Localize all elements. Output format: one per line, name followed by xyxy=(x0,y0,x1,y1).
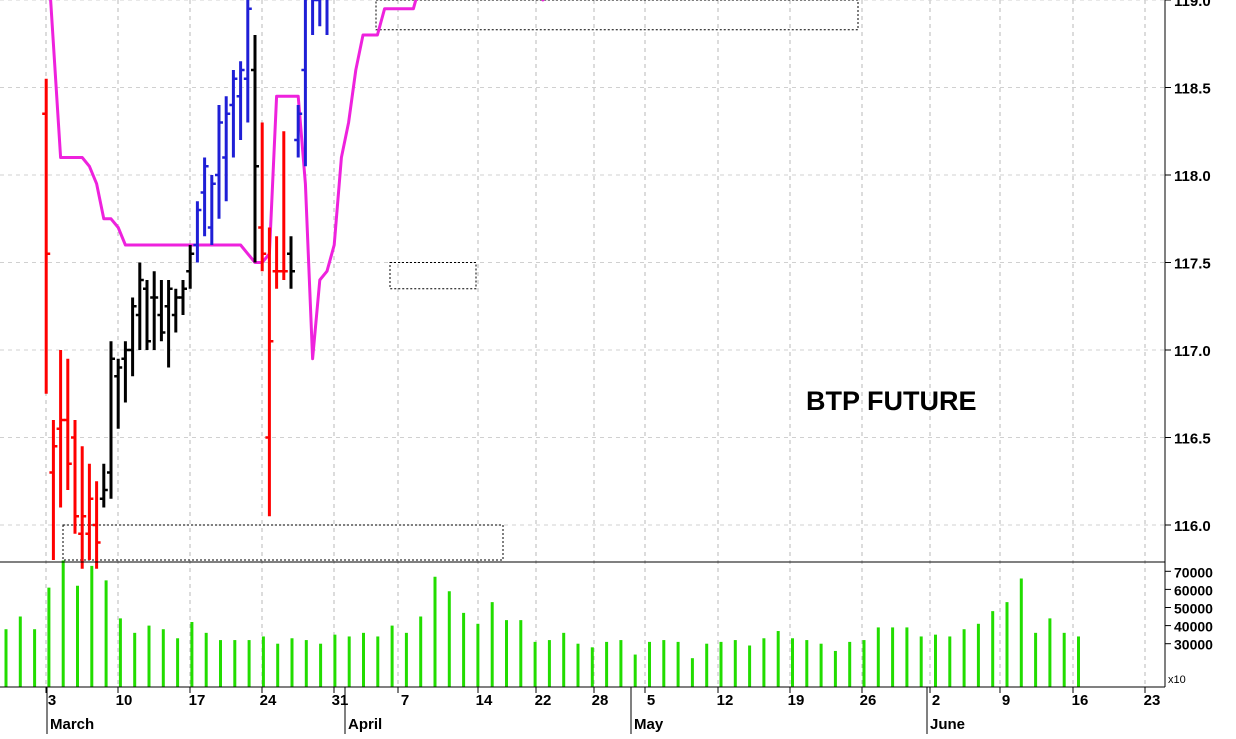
x-tick-label: 7 xyxy=(401,692,409,709)
stop-line-layer xyxy=(49,0,545,361)
y-tick-label: 117.0 xyxy=(1174,343,1211,360)
x-tick-label: 12 xyxy=(717,692,734,709)
volume-y-tick-label: 30000 xyxy=(1174,637,1213,653)
month-label: March xyxy=(50,716,94,733)
ohlc-bar xyxy=(215,105,223,219)
ohlc-bar xyxy=(200,157,209,237)
y-tick-label: 116.0 xyxy=(1174,518,1211,535)
ohlc-bar xyxy=(251,35,259,263)
x-tick-label: 9 xyxy=(1002,692,1010,709)
ohlc-bar xyxy=(107,341,115,499)
ohlc-bar xyxy=(157,280,166,342)
ohlc-bar xyxy=(287,236,295,289)
month-label: May xyxy=(634,716,664,733)
volume-y-tick-label: 70000 xyxy=(1174,564,1213,580)
ohlc-bar xyxy=(71,420,79,534)
volume-y-tick-label: 40000 xyxy=(1174,619,1213,635)
x-tick-label: 22 xyxy=(535,692,552,709)
y-tick-label: 117.5 xyxy=(1174,256,1211,273)
y-tick-label: 119.0 xyxy=(1174,0,1211,10)
ohlc-bar xyxy=(229,70,238,158)
ohlc-bar xyxy=(135,262,144,350)
y-tick-label: 116.5 xyxy=(1174,431,1211,448)
x-tick-label: 23 xyxy=(1144,692,1161,709)
ohlc-bar xyxy=(301,0,307,167)
ohlc-bar xyxy=(114,358,123,429)
x-tick-label: 16 xyxy=(1072,692,1089,709)
x-tick-label: 26 xyxy=(860,692,877,709)
ohlc-bar xyxy=(186,245,195,289)
ohlc-bar xyxy=(279,131,288,280)
ohlc-bar xyxy=(258,122,267,272)
x-tick-label: 2 xyxy=(932,692,940,709)
x-tick-label: 17 xyxy=(189,692,206,709)
volume-bars xyxy=(4,560,1080,687)
ohlc-bar xyxy=(128,297,137,377)
ohlc-bar xyxy=(85,463,94,560)
volume-y-tick-label: 60000 xyxy=(1174,582,1213,598)
volume-y-tick-label: 50000 xyxy=(1174,601,1213,617)
ohlc-bar xyxy=(325,0,329,35)
month-label: April xyxy=(348,716,382,733)
dotted-box xyxy=(62,524,504,561)
x-tick-label: 14 xyxy=(476,692,493,709)
ohlc-bar xyxy=(99,463,108,508)
ohlc-bar xyxy=(164,280,173,368)
stop-line xyxy=(49,0,545,361)
ohlc-bar xyxy=(150,271,159,350)
ohlc-bar xyxy=(236,61,245,140)
ohlc-bar xyxy=(42,78,51,394)
x-tick-label: 24 xyxy=(260,692,277,709)
ohlc-bar xyxy=(311,0,317,35)
axes: 3 10 17 24 31 7 14 22 28 5 12 19 26 2 9 16 23 116.0 116.5 1… xyxy=(0,0,1213,734)
ohlc-bar xyxy=(315,0,322,27)
y-tick-label: 118.5 xyxy=(1174,81,1211,98)
ohlc-bar xyxy=(49,420,58,560)
ohlc-bar xyxy=(265,227,274,517)
y-tick-label: 118.0 xyxy=(1174,168,1211,185)
dotted-boxes xyxy=(62,0,859,561)
ohlc-bar xyxy=(179,280,187,315)
x-tick-label: 19 xyxy=(788,692,805,709)
dotted-box xyxy=(375,0,859,31)
price-bars xyxy=(42,0,329,569)
x-tick-label: 5 xyxy=(647,692,655,709)
ohlc-bar xyxy=(63,358,72,490)
x-tick-label: 28 xyxy=(592,692,609,709)
x-tick-label: 31 xyxy=(332,692,349,709)
ohlc-bar xyxy=(143,280,151,350)
ohlc-bar xyxy=(294,105,303,158)
chart-annotation: BTP FUTURE xyxy=(806,386,977,416)
ohlc-bar xyxy=(222,96,231,202)
ohlc-bar xyxy=(243,0,252,123)
x-tick-label: 3 xyxy=(48,692,56,709)
volume-multiplier-label: x10 xyxy=(1168,674,1186,686)
ohlc-bar xyxy=(193,201,202,263)
x-tick-label: 10 xyxy=(116,692,133,709)
month-label: June xyxy=(930,716,965,733)
ohlc-bar xyxy=(207,175,216,245)
ohlc-bar xyxy=(92,481,101,569)
gridlines xyxy=(0,0,1165,687)
ohlc-bar xyxy=(78,446,87,569)
